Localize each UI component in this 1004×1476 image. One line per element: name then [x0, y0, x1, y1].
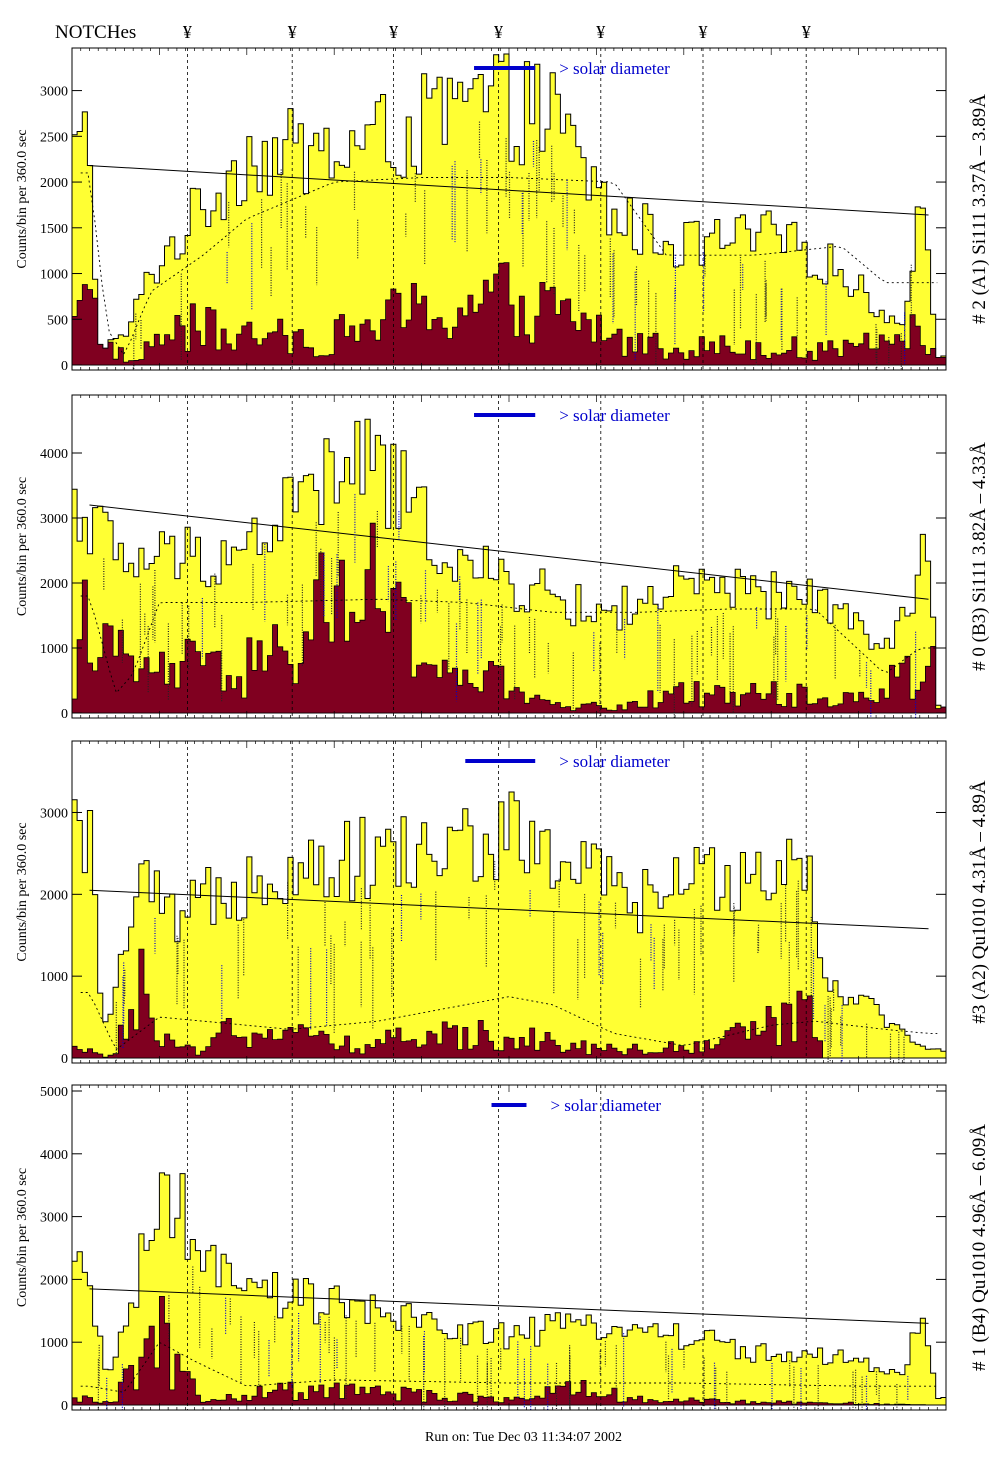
y-tick-label: 1000 — [40, 268, 68, 283]
y-tick-label: 5000 — [40, 1085, 68, 1100]
solar-diameter-label: > solar diameter — [559, 752, 670, 771]
panel-2: 0 1000 2000 3000 4000 Counts/bin per 360.0 se… — [15, 394, 990, 722]
y-tick-label: 1000 — [40, 1336, 68, 1351]
notch-symbol-3: ¥ — [389, 22, 398, 42]
notch-symbol-7: ¥ — [802, 22, 811, 42]
panel-1: 0 500 1000 1500 2000 2500 3000 Counts/bin per 3… — [15, 47, 990, 374]
total-counts-histogram — [72, 418, 946, 714]
solar-diameter-label: > solar diameter — [550, 1096, 661, 1115]
trend-line — [89, 889, 929, 930]
background-counts-histogram — [72, 262, 946, 366]
y-axis-label: Counts/bin per 360.0 sec — [15, 477, 30, 616]
y-tick-label: 4000 — [40, 447, 68, 462]
solar-diameter-label: > solar diameter — [559, 59, 670, 78]
y-tick-label: 2000 — [40, 577, 68, 592]
panels: 0 500 1000 1500 2000 2500 3000 Counts/bin per 3… — [15, 47, 990, 1414]
y-axis-label: Counts/bin per 360.0 sec — [15, 129, 30, 268]
notch-symbol-2: ¥ — [288, 22, 297, 42]
y-tick-label: 1000 — [40, 970, 68, 985]
panel-detector-label: # 1 (B4) Qu1010 4.96Å – 6.09Å — [969, 1124, 990, 1371]
y-tick-label: 0 — [61, 1399, 68, 1414]
total-counts-histogram — [72, 1172, 946, 1406]
y-tick-label: 3000 — [40, 512, 68, 527]
notch-symbol-5: ¥ — [596, 22, 605, 42]
panel-detector-label: # 2 (A1) Si111 3.37Å – 3.89Å — [969, 94, 990, 324]
y-tick-label: 3000 — [40, 806, 68, 821]
y-tick-label: 3000 — [40, 1211, 68, 1226]
y-tick-label: 0 — [61, 359, 68, 374]
y-tick-label: 500 — [47, 313, 68, 328]
background-counts-histogram — [72, 1296, 946, 1406]
panel-3: 0 1000 2000 3000 Counts/bin per 360.0 sec #3 … — [15, 740, 990, 1067]
y-tick-label: 2000 — [40, 176, 68, 191]
notch-symbol-1: ¥ — [183, 22, 192, 42]
y-tick-label: 0 — [61, 1052, 68, 1067]
notch-symbol-4: ¥ — [494, 22, 503, 42]
trend-line — [89, 504, 929, 600]
background-counts-histogram — [72, 948, 946, 1059]
y-tick-label: 2000 — [40, 888, 68, 903]
total-counts-histogram — [72, 791, 946, 1059]
trend-line — [89, 1288, 929, 1324]
y-tick-label: 1500 — [40, 222, 68, 237]
panel-detector-label: #3 (A2) Qu1010 4.31Å – 4.89Å — [969, 780, 990, 1024]
y-axis-label: Counts/bin per 360.0 sec — [15, 822, 30, 961]
notch-symbols: ¥ ¥ ¥ ¥ ¥ ¥ ¥ — [183, 22, 811, 42]
notches-label: NOTCHes — [55, 22, 136, 43]
y-tick-label: 4000 — [40, 1148, 68, 1163]
model-dashed-curve — [80, 172, 938, 356]
notch-symbol-6: ¥ — [699, 22, 708, 42]
y-tick-label: 1000 — [40, 642, 68, 657]
solar-diameter-label: > solar diameter — [559, 406, 670, 425]
run-footer: Run on: Tue Dec 03 11:34:07 2002 — [425, 1430, 622, 1445]
y-tick-label: 0 — [61, 707, 68, 722]
y-tick-label: 3000 — [40, 85, 68, 100]
y-tick-label: 2500 — [40, 130, 68, 145]
panel-4: 0 1000 2000 3000 4000 5000 Counts/bin per 360.… — [15, 1084, 990, 1414]
y-axis-label: Counts/bin per 360.0 sec — [15, 1168, 30, 1307]
panel-detector-label: # 0 (B3) Si111 3.82Å – 4.33Å — [969, 442, 990, 671]
background-counts-histogram — [72, 522, 946, 714]
y-tick-label: 2000 — [40, 1273, 68, 1288]
